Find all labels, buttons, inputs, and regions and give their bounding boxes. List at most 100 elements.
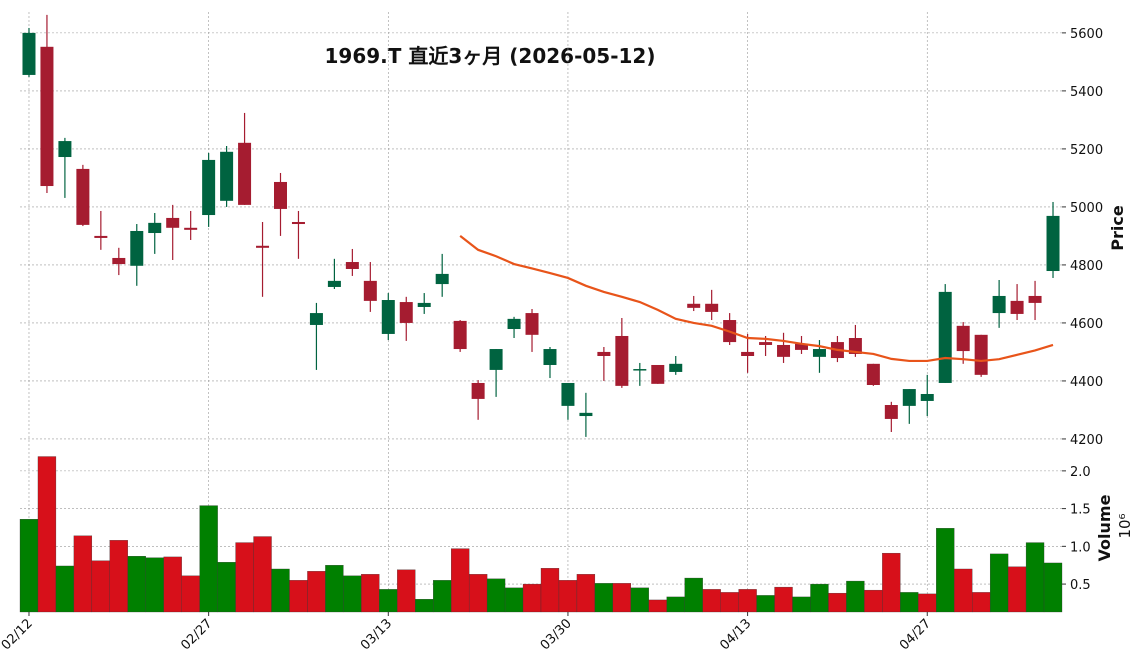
candle-body	[812, 349, 826, 357]
volume-bar	[702, 589, 721, 613]
volume-bar	[451, 548, 470, 613]
candle-body	[256, 245, 270, 248]
volume-bar	[558, 580, 578, 613]
candle-body	[489, 349, 503, 370]
candle-body	[76, 168, 90, 225]
candle-body	[94, 235, 108, 238]
y-tick-label: 1.0	[1070, 540, 1091, 555]
candle-body	[759, 342, 773, 345]
candle-body	[561, 382, 575, 406]
volume-bar	[648, 599, 667, 613]
volume-bar	[504, 587, 524, 613]
volume-bar	[325, 565, 344, 613]
volume-bar	[415, 599, 434, 613]
candle-body	[884, 405, 898, 419]
x-tick-label: 02/27	[178, 616, 215, 653]
volume-bar	[846, 580, 865, 613]
chart-title: 1969.T 直近3ヶ月 (2026-05-12)	[325, 44, 656, 68]
volume-bar	[900, 592, 919, 613]
y-tick-label: 4200	[1070, 433, 1103, 448]
volume-bar	[882, 552, 901, 613]
y-tick-label: 5200	[1070, 143, 1103, 158]
volume-bar	[19, 519, 39, 613]
y-tick-label: 4800	[1070, 259, 1103, 274]
candle-body	[1010, 300, 1024, 314]
volume-bar	[163, 556, 182, 613]
candle-body	[777, 344, 791, 357]
volume-bar	[181, 575, 200, 613]
volume-bar	[828, 592, 847, 613]
volume-bar	[792, 596, 811, 613]
candle-body	[938, 291, 952, 383]
candle-body	[992, 295, 1006, 314]
candle-body	[795, 343, 808, 350]
volume-bar	[594, 583, 614, 613]
volume-bar	[307, 571, 326, 613]
x-tick-label: 03/30	[538, 616, 575, 653]
candle-body	[148, 222, 162, 234]
candle-body	[238, 142, 252, 205]
candle-body	[184, 227, 198, 230]
volume-bar	[235, 542, 254, 613]
candle-body	[956, 325, 970, 352]
candle-body	[507, 318, 521, 330]
volume-bar	[379, 589, 398, 613]
candle-body	[525, 313, 539, 335]
candle-body	[471, 382, 485, 399]
volume-bar	[918, 593, 937, 613]
candle-body	[669, 363, 683, 372]
candle-body	[597, 351, 611, 356]
candle-body	[435, 273, 449, 285]
candle-body	[902, 389, 916, 406]
y-tick-label: 5000	[1070, 201, 1103, 216]
y-tick-label: 4600	[1070, 317, 1103, 332]
candle-body	[920, 393, 934, 401]
x-tick-label: 04/13	[717, 616, 754, 653]
candle-body	[633, 369, 647, 371]
volume-bar	[630, 587, 649, 613]
volume-bar	[720, 592, 739, 613]
candle-body	[651, 364, 665, 384]
volume-bar	[936, 528, 955, 613]
volume-bar	[972, 592, 991, 613]
volume-bar	[145, 557, 164, 613]
y-tick-label: 1.5	[1070, 503, 1091, 518]
candle-body	[1028, 295, 1042, 303]
volume-bar	[612, 583, 631, 613]
volume-bar	[1025, 542, 1045, 613]
volume-bar	[522, 583, 542, 613]
volume-scale-label: 10⁶	[1116, 513, 1134, 538]
volume-bar	[91, 560, 110, 613]
y-tick-label: 0.5	[1070, 578, 1091, 593]
candle-body	[220, 151, 234, 201]
volume-bar	[1043, 562, 1063, 613]
y-tick-label: 2.0	[1070, 465, 1091, 480]
volume-bar	[810, 583, 829, 613]
candle-body	[291, 221, 305, 225]
volume-bar	[576, 574, 596, 613]
y-tick-label: 5600	[1070, 27, 1103, 42]
volume-bar	[343, 575, 362, 613]
candle-body	[381, 300, 395, 334]
price-axis-label: Price	[1108, 205, 1127, 251]
volume-axis-label: Volume	[1095, 494, 1114, 561]
candle-body	[112, 257, 126, 265]
y-tick-label: 4400	[1070, 375, 1103, 390]
volume-bar	[199, 505, 218, 613]
candle-body	[166, 217, 180, 228]
x-tick-label: 02/12	[0, 616, 36, 653]
candle-body	[40, 46, 54, 187]
y-tick-label: 5400	[1070, 85, 1103, 100]
volume-bar	[1007, 566, 1027, 613]
x-tick-label: 04/27	[897, 616, 934, 653]
candle-body	[399, 302, 413, 323]
candle-body	[327, 280, 341, 287]
candle-body	[866, 363, 880, 385]
volume-bar	[253, 536, 272, 613]
moving-average-line	[459, 235, 1054, 363]
volume-bar	[73, 535, 93, 613]
candle-body	[543, 349, 557, 365]
volume-bar	[468, 574, 488, 613]
volume-bar	[397, 569, 416, 613]
